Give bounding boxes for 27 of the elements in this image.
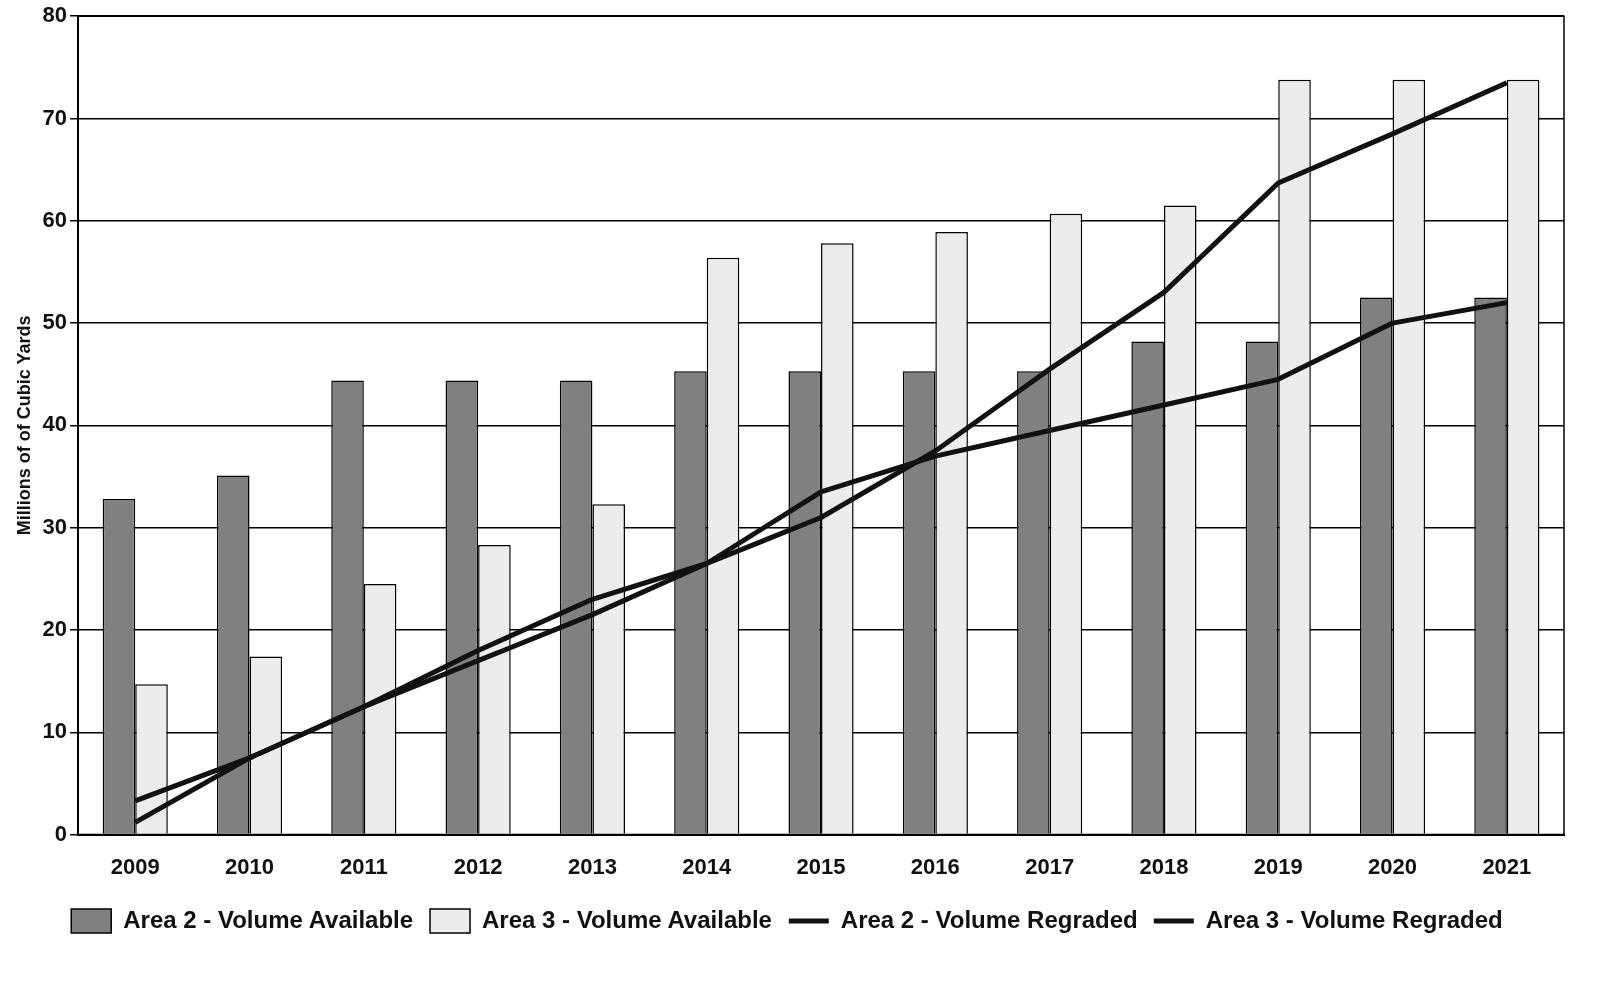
x-tick-label: 2018 <box>1139 853 1189 879</box>
x-tick-label: 2011 <box>339 853 388 879</box>
y-axis-title: Millions of of Cubic Yards <box>13 315 34 536</box>
x-tick-label: 2019 <box>1253 853 1303 879</box>
y-tick-label: 20 <box>42 616 68 642</box>
x-tick-label: 2014 <box>682 853 732 879</box>
legend-label: Area 3 - Volume Regraded <box>1205 905 1503 933</box>
x-tick-label: 2016 <box>910 853 960 879</box>
x-tick-label: 2009 <box>110 853 160 879</box>
y-tick-label: 60 <box>42 206 68 232</box>
y-tick-label: 80 <box>42 2 68 28</box>
y-tick-label: 70 <box>42 104 68 130</box>
x-tick-label: 2012 <box>453 853 503 879</box>
x-tick-label: 2013 <box>567 853 617 879</box>
x-tick-label: 2015 <box>796 853 846 879</box>
legend-label: Area 3 - Volume Available <box>482 905 772 933</box>
x-tick-label: 2010 <box>225 853 274 879</box>
legend-label: Area 2 - Volume Available <box>123 905 414 933</box>
y-tick-label: 0 <box>54 820 68 846</box>
y-tick-label: 50 <box>42 309 68 335</box>
x-tick-label: 2021 <box>1482 853 1532 879</box>
y-tick-label: 30 <box>42 513 68 539</box>
x-tick-label: 2020 <box>1368 853 1418 879</box>
legend-label: Area 2 - Volume Regraded <box>840 905 1138 933</box>
y-tick-label: 10 <box>42 718 68 744</box>
x-tick-label: 2017 <box>1025 853 1075 879</box>
y-tick-label: 40 <box>42 411 68 437</box>
